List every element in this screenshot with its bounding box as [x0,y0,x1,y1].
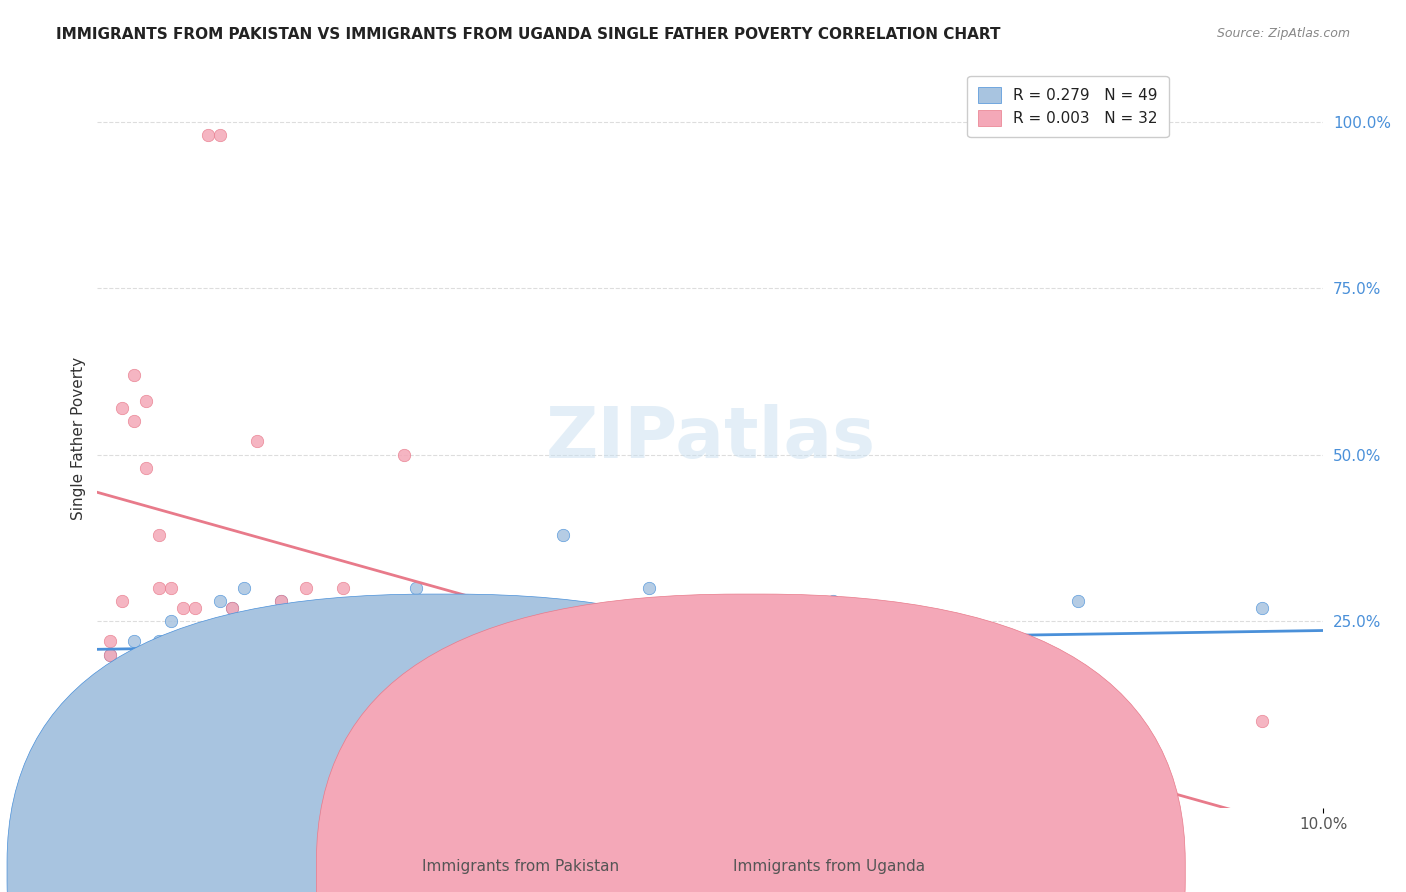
Point [135,461,157,475]
Point [160,581,183,595]
Point [1251,601,1274,615]
Point [111,594,134,608]
Point [208,621,231,635]
Point [600,694,623,708]
Point [122,634,145,648]
Text: Immigrants from Pakistan: Immigrants from Pakistan [422,859,619,874]
Point [821,594,844,608]
Point [270,594,292,608]
Point [381,714,404,728]
Point [111,401,134,416]
Point [356,640,378,655]
Point [172,640,194,655]
Point [1067,594,1090,608]
Point [184,601,207,615]
Text: Source: ZipAtlas.com: Source: ZipAtlas.com [1216,27,1350,40]
Point [600,727,623,741]
Point [197,128,219,142]
Point [160,614,183,628]
Point [184,634,207,648]
Point [454,694,477,708]
Point [257,654,280,668]
Point [148,654,170,668]
Point [418,634,440,648]
Point [515,694,537,708]
Point [98,648,121,662]
Point [429,594,451,608]
Point [1251,714,1274,728]
Point [148,527,170,541]
Point [576,694,599,708]
Point [111,661,134,675]
Point [98,648,121,662]
Point [454,594,477,608]
Point [368,621,391,635]
Point [270,594,292,608]
Point [429,594,451,608]
Point [294,581,316,595]
Point [172,601,194,615]
Point [135,667,157,681]
Point [135,648,157,662]
Point [246,607,269,622]
Point [699,594,721,608]
Point [332,581,354,595]
Point [221,601,243,615]
Point [148,634,170,648]
Point [405,581,427,595]
Point [319,614,342,628]
Point [283,634,305,648]
Point [332,674,354,689]
Point [197,648,219,662]
Point [761,694,783,708]
Point [761,674,783,689]
Point [135,394,157,409]
Point [553,681,575,695]
Point [184,654,207,668]
Text: ZIPatlas: ZIPatlas [546,403,876,473]
Point [307,627,329,641]
Point [553,527,575,541]
Point [98,634,121,648]
Text: IMMIGRANTS FROM PAKISTAN VS IMMIGRANTS FROM UGANDA SINGLE FATHER POVERTY CORRELA: IMMIGRANTS FROM PAKISTAN VS IMMIGRANTS F… [56,27,1001,42]
Point [392,448,415,462]
Point [208,128,231,142]
Point [148,581,170,595]
Point [356,714,378,728]
Point [343,654,366,668]
Point [883,714,905,728]
Point [491,727,513,741]
Point [638,581,661,595]
Point [491,648,513,662]
Point [122,368,145,382]
Y-axis label: Single Father Poverty: Single Father Poverty [72,357,86,520]
Point [883,694,905,708]
Point [172,661,194,675]
Point [221,601,243,615]
Point [160,648,183,662]
Point [467,694,489,708]
Point [197,627,219,641]
Point [392,688,415,702]
Point [233,581,256,595]
Point [122,681,145,695]
Point [208,594,231,608]
Point [294,640,316,655]
Point [246,434,269,449]
Legend: R = 0.279   N = 49, R = 0.003   N = 32: R = 0.279 N = 49, R = 0.003 N = 32 [967,76,1168,137]
Text: Immigrants from Uganda: Immigrants from Uganda [734,859,925,874]
Point [122,414,145,428]
Point [148,674,170,689]
